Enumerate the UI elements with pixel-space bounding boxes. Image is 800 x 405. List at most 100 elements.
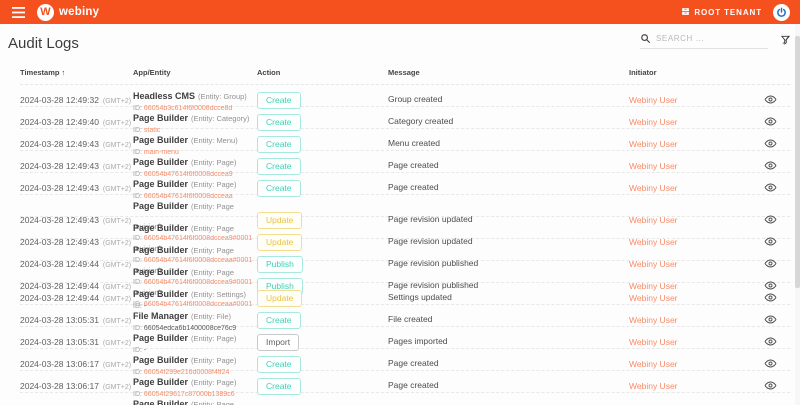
search-icon: [640, 33, 651, 44]
view-details-button[interactable]: [764, 313, 777, 326]
view-details-button[interactable]: [764, 257, 777, 270]
initiator-link[interactable]: Webiny User: [629, 293, 678, 304]
timestamp: 2024-03-28 12:49:43: [20, 183, 99, 194]
entity-id[interactable]: 66054f29617c87000b1389c6: [143, 391, 235, 398]
timestamp: 2024-03-28 12:49:43: [20, 161, 99, 172]
timestamp: 2024-03-28 12:49:44: [20, 259, 99, 270]
filter-icon[interactable]: [780, 33, 791, 51]
entity-label: (Entity: Page): [191, 158, 237, 167]
view-details-button[interactable]: [764, 335, 777, 348]
timestamp: 2024-03-28 12:49:43: [20, 237, 99, 248]
app-name: Page Builder: [133, 377, 189, 387]
entity-label: (Entity: Page revision): [133, 268, 234, 297]
initiator-link[interactable]: Webiny User: [629, 161, 678, 172]
view-details-button[interactable]: [764, 379, 777, 392]
eye-icon: [764, 379, 777, 392]
app-name: Page Builder: [133, 333, 189, 343]
timestamp: 2024-03-28 12:49:32: [20, 95, 99, 106]
view-details-button[interactable]: [764, 213, 777, 226]
timestamp: 2024-03-28 12:49:40: [20, 117, 99, 128]
id-prefix: ID:: [133, 369, 142, 376]
table-row: 2024-03-28 12:49:32 (GMT+2) Headless CMS…: [20, 85, 790, 112]
view-details-button[interactable]: [764, 115, 777, 128]
column-header-initiator: Initiator: [629, 68, 657, 77]
entity-id[interactable]: 66054b47614f6f0008dccea9: [143, 171, 233, 178]
table-row: 2024-03-28 12:49:44 (GMT+2) Page Builder…: [20, 283, 790, 310]
column-header-timestamp[interactable]: Timestamp ↑: [20, 68, 66, 77]
table-row: 2024-03-28 12:49:43 (GMT+2) Page Builder…: [20, 129, 790, 156]
table-row: 2024-03-28 12:49:43 (GMT+2) Page Builder…: [20, 173, 790, 200]
table-header: Timestamp ↑ App/Entity Action Message Ini…: [20, 60, 790, 85]
initiator-link[interactable]: Webiny User: [629, 359, 678, 370]
table-row: 2024-03-28 13:05:31 (GMT+2) File Manager…: [20, 305, 790, 332]
entity-id[interactable]: 66054b47614f6f0008dcceaa: [143, 193, 233, 200]
eye-icon: [764, 235, 777, 248]
action-badge: Create: [257, 377, 301, 396]
eye-icon: [764, 257, 777, 270]
view-details-button[interactable]: [764, 159, 777, 172]
entity-label: (Entity: Page revision): [133, 202, 234, 231]
tenant-selector[interactable]: ROOT TENANT: [681, 7, 762, 18]
entity-id[interactable]: static: [143, 127, 161, 134]
message: Menu created: [388, 138, 440, 149]
entity-label: (Entity: File): [191, 312, 232, 321]
timestamp: 2024-03-28 12:49:44: [20, 281, 99, 292]
app-name: Page Builder: [133, 245, 189, 255]
initiator-link[interactable]: Webiny User: [629, 281, 678, 292]
view-details-button[interactable]: [764, 291, 777, 304]
entity-id[interactable]: 66054b3c614f6f0008dcce8d: [143, 105, 233, 112]
initiator-link[interactable]: Webiny User: [629, 337, 678, 348]
timezone: (GMT+2): [100, 98, 132, 106]
view-details-button[interactable]: [764, 93, 777, 106]
view-details-button[interactable]: [764, 137, 777, 150]
logout-button[interactable]: [773, 3, 790, 21]
initiator-link[interactable]: Webiny User: [629, 237, 678, 248]
id-prefix: ID:: [133, 347, 142, 354]
entity-label: (Entity: Menu): [191, 136, 238, 145]
initiator-link[interactable]: Webiny User: [629, 381, 678, 392]
timestamp: 2024-03-28 13:06:17: [20, 359, 99, 370]
view-details-button[interactable]: [764, 235, 777, 248]
table-body: 2024-03-28 12:49:32 (GMT+2) Headless CMS…: [20, 85, 790, 405]
scrollbar-thumb[interactable]: [795, 36, 800, 288]
id-prefix: ID:: [133, 257, 142, 264]
message: File created: [388, 314, 433, 325]
message: Page revision updated: [388, 236, 473, 247]
app-name: Page Builder: [133, 289, 189, 299]
view-details-button[interactable]: [764, 357, 777, 370]
view-details-button[interactable]: [764, 279, 777, 292]
entity-id[interactable]: main-menu: [143, 149, 179, 156]
message: Page revision published: [388, 258, 479, 269]
initiator-link[interactable]: Webiny User: [629, 139, 678, 150]
initiator-link[interactable]: Webiny User: [629, 183, 678, 194]
search-input[interactable]: [656, 34, 768, 43]
initiator-link[interactable]: Webiny User: [629, 315, 678, 326]
entity-id[interactable]: 66054b47614f6f0008dcceaa#0001: [143, 301, 253, 308]
entity-id[interactable]: 66054f299e216d0008f4ff24: [143, 369, 230, 376]
message: Page created: [388, 358, 439, 369]
column-header-action: Action: [257, 68, 281, 77]
entity-label: (Entity: Settings): [191, 290, 247, 299]
message: Page revision published: [388, 280, 479, 291]
initiator-link[interactable]: Webiny User: [629, 117, 678, 128]
id-prefix: ID:: [133, 235, 142, 242]
entity-label: (Entity: Category): [191, 114, 250, 123]
action-badge: Update: [257, 233, 303, 252]
message: Category created: [388, 116, 454, 127]
app-name: Page Builder: [133, 355, 189, 365]
webiny-logo[interactable]: W: [37, 3, 54, 21]
entity-id[interactable]: 66054b47614f6f0008dcceaa#0001: [143, 257, 253, 264]
initiator-link[interactable]: Webiny User: [629, 259, 678, 270]
app-name: Page Builder: [133, 179, 189, 189]
hamburger-menu-icon[interactable]: [12, 6, 25, 18]
initiator-link[interactable]: Webiny User: [629, 215, 678, 226]
app-name: Page Builder: [133, 223, 189, 233]
initiator-link[interactable]: Webiny User: [629, 95, 678, 106]
view-details-button[interactable]: [764, 181, 777, 194]
eye-icon: [764, 357, 777, 370]
timestamp: 2024-03-28 13:05:31: [20, 315, 99, 326]
app-name: Page Builder: [133, 267, 189, 277]
entity-id[interactable]: 66054b47614f6f0008dccea9#0001: [143, 279, 253, 286]
entity-id[interactable]: 66054b47614f6f0008dccea9#0001: [143, 235, 253, 242]
